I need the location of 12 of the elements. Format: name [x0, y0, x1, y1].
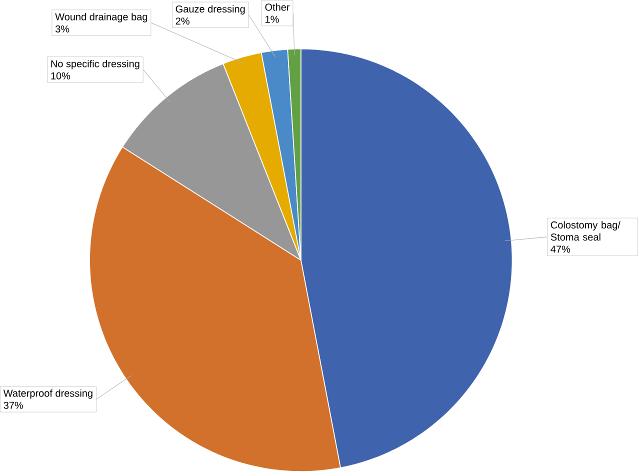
slice-label: Wound drainage bag — [55, 13, 148, 22]
slice-label: Waterproof dressing — [3, 389, 92, 399]
slice-label: No specific dressing — [51, 60, 140, 70]
data-label: 47% — [550, 246, 570, 253]
data-label: 2% — [176, 18, 190, 25]
slice-label: Gauze dressing — [176, 5, 245, 15]
slice-label: Other — [265, 3, 290, 11]
data-label: 37% — [4, 402, 24, 409]
data-label: 3% — [55, 25, 70, 33]
data-label: 1% — [266, 16, 279, 23]
slice-label: Colostomy bag/ Stoma seal — [550, 221, 620, 241]
data-label: 10% — [51, 72, 70, 80]
